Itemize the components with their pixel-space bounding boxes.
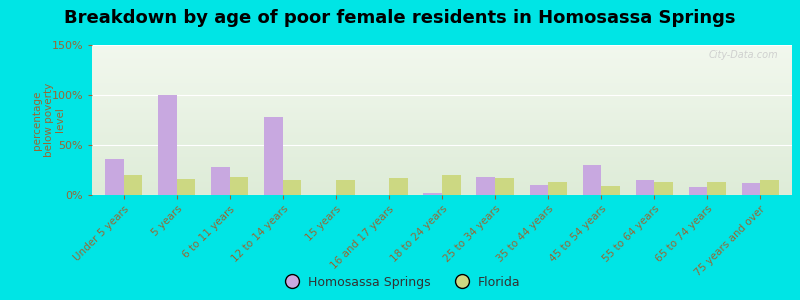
Bar <box>124 175 142 195</box>
Bar <box>442 175 461 195</box>
Bar <box>177 179 195 195</box>
Bar <box>582 165 601 195</box>
Bar <box>423 193 442 195</box>
Bar <box>601 186 620 195</box>
Text: Breakdown by age of poor female residents in Homosassa Springs: Breakdown by age of poor female resident… <box>64 9 736 27</box>
Bar <box>707 182 726 195</box>
Legend: Homosassa Springs, Florida: Homosassa Springs, Florida <box>274 271 526 294</box>
Bar <box>477 177 495 195</box>
Bar <box>760 180 778 195</box>
Bar <box>158 95 177 195</box>
Bar <box>106 159 124 195</box>
Bar <box>389 178 407 195</box>
Bar <box>495 178 514 195</box>
Bar <box>742 183 760 195</box>
Bar <box>635 180 654 195</box>
Bar <box>654 182 673 195</box>
Bar <box>548 182 566 195</box>
Bar <box>211 167 230 195</box>
Text: City-Data.com: City-Data.com <box>708 50 778 59</box>
Bar <box>283 180 302 195</box>
Bar <box>230 177 249 195</box>
Bar <box>530 185 548 195</box>
Y-axis label: percentage
below poverty
level: percentage below poverty level <box>32 83 65 157</box>
Bar <box>689 187 707 195</box>
Bar <box>264 117 283 195</box>
Bar <box>336 180 354 195</box>
